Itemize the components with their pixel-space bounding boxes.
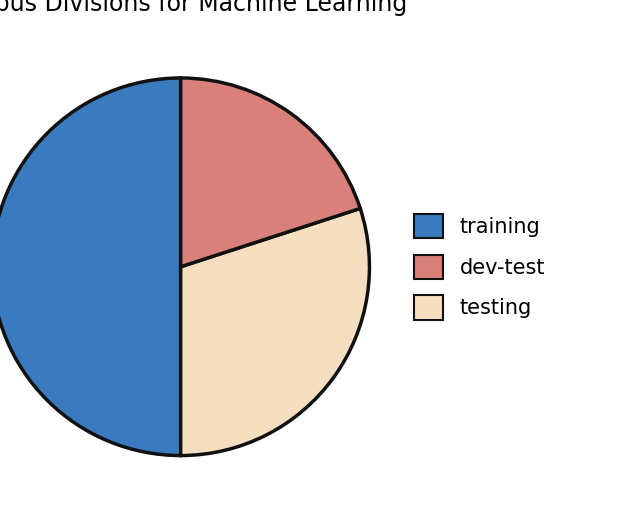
Legend: training, dev-test, testing: training, dev-test, testing xyxy=(404,204,556,330)
Title: Corpus Divisions for Machine Learning: Corpus Divisions for Machine Learning xyxy=(0,0,407,16)
Wedge shape xyxy=(181,208,369,456)
Wedge shape xyxy=(181,78,360,267)
Wedge shape xyxy=(0,78,181,456)
